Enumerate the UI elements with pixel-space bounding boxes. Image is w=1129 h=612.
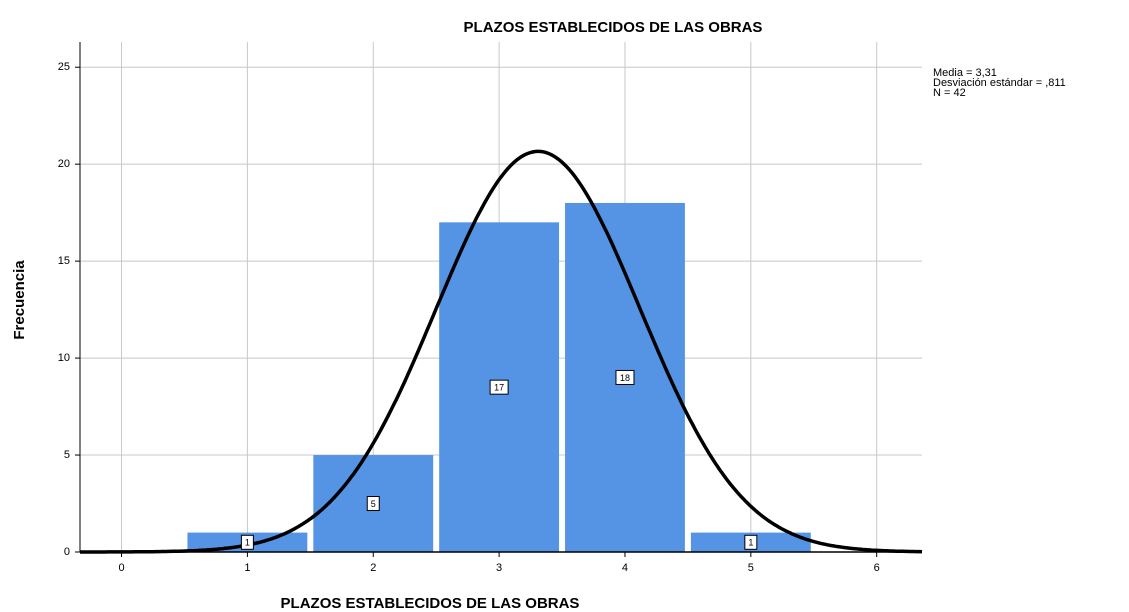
data-label-box: [615, 369, 635, 385]
x-tick-label: 6: [874, 562, 880, 574]
x-tick-label: 3: [496, 562, 502, 574]
x-tick-label: 5: [748, 562, 754, 574]
data-label: 18: [620, 373, 630, 383]
data-label: 5: [371, 499, 376, 509]
y-tick-label: 20: [58, 158, 70, 170]
data-label: 1: [748, 538, 753, 548]
data-label: 17: [494, 383, 504, 393]
x-tick-label: 4: [622, 562, 628, 574]
x-tick-label: 1: [244, 562, 250, 574]
data-label-box: [744, 534, 758, 550]
stats-annotation: Media = 3,31: [933, 67, 997, 79]
data-label-box: [366, 496, 380, 512]
y-tick-label: 5: [64, 449, 70, 461]
y-tick-label: 10: [58, 352, 70, 364]
y-axis-label: Frecuencia: [11, 260, 28, 340]
y-tick-label: 25: [58, 61, 70, 73]
x-tick-label: 2: [370, 562, 376, 574]
stats-annotation: Desviación estándar = ,811: [933, 77, 1066, 89]
stats-annotation: N = 42: [933, 87, 966, 99]
data-label-box: [489, 379, 509, 395]
y-tick-label: 15: [58, 255, 70, 267]
normal-curve: [80, 149, 923, 554]
data-label-box: [240, 534, 254, 550]
data-label: 1: [245, 538, 250, 548]
x-axis-label: PLAZOS ESTABLECIDOS DE LAS OBRAS: [281, 595, 580, 612]
chart-title: PLAZOS ESTABLECIDOS DE LAS OBRAS: [464, 19, 763, 36]
y-tick-label: 0: [64, 546, 70, 558]
x-tick-label: 0: [118, 562, 124, 574]
